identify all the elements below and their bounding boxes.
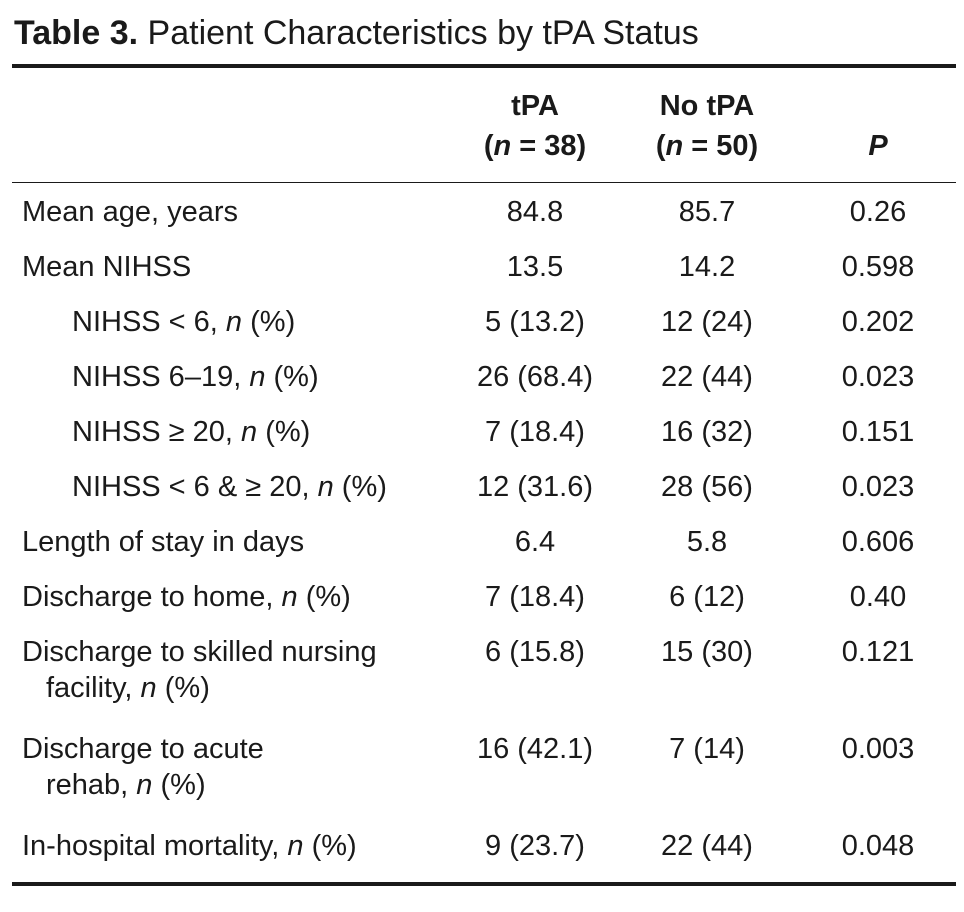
row-label: NIHSS ≥ 20, n (%)	[72, 416, 311, 448]
cell-no-tpa: 5.8	[686, 526, 728, 558]
cell-p: 0.202	[841, 306, 915, 338]
cell-tpa: 6.4	[514, 526, 556, 558]
header-p-label: P	[868, 130, 888, 162]
table-caption: Patient Characteristics by tPA Status	[147, 14, 699, 52]
cell-no-tpa: 6 (12)	[669, 581, 745, 613]
cell-tpa: 84.8	[506, 196, 564, 228]
header-no-tpa: No tPA (n = 50)	[612, 86, 802, 166]
cell-tpa: 7 (18.4)	[485, 581, 585, 613]
cell-p: 0.26	[849, 196, 907, 228]
cell-tpa: 13.5	[506, 251, 564, 283]
row-label: Mean NIHSS	[22, 251, 192, 283]
row-label: Mean age, years	[22, 196, 239, 228]
cell-no-tpa: 22 (44)	[661, 830, 753, 862]
cell-tpa: 12 (31.6)	[476, 471, 594, 503]
cell-tpa: 6 (15.8)	[485, 636, 585, 668]
row-label: Discharge to home, n (%)	[22, 581, 351, 613]
header-no-tpa-line1: No tPA	[659, 90, 755, 122]
cell-no-tpa: 7 (14)	[669, 733, 745, 765]
cell-no-tpa: 15 (30)	[661, 636, 753, 668]
header-tpa-line2: (n = 38)	[483, 130, 587, 162]
cell-p: 0.598	[841, 251, 915, 283]
header-no-tpa-line2: (n = 50)	[655, 130, 759, 162]
row-label: NIHSS 6–19, n (%)	[72, 361, 319, 393]
cell-no-tpa: 12 (24)	[661, 306, 753, 338]
row-label: Discharge to acute rehab, n (%)	[22, 733, 264, 801]
table-title: Table 3. Patient Characteristics by tPA …	[14, 10, 699, 56]
cell-tpa: 9 (23.7)	[485, 830, 585, 862]
cell-p: 0.003	[841, 733, 915, 765]
cell-p: 0.048	[841, 830, 915, 862]
cell-tpa: 5 (13.2)	[485, 306, 585, 338]
cell-no-tpa: 14.2	[678, 251, 736, 283]
header-p: P	[790, 126, 964, 166]
cell-p: 0.40	[849, 581, 907, 613]
table-number: Table 3.	[14, 14, 139, 52]
row-label: Length of stay in days	[22, 526, 305, 558]
cell-tpa: 16 (42.1)	[476, 733, 594, 765]
header-rule	[12, 182, 956, 183]
cell-no-tpa: 16 (32)	[661, 416, 753, 448]
cell-p: 0.023	[841, 471, 915, 503]
cell-tpa: 26 (68.4)	[476, 361, 594, 393]
row-label: In-hospital mortality, n (%)	[22, 830, 357, 862]
cell-p: 0.606	[841, 526, 915, 558]
row-label: Discharge to skilled nursing facility, n…	[22, 636, 377, 704]
cell-p: 0.121	[841, 636, 915, 668]
cell-p: 0.023	[841, 361, 915, 393]
cell-no-tpa: 85.7	[678, 196, 736, 228]
cell-p: 0.151	[841, 416, 915, 448]
row-label: NIHSS < 6 & ≥ 20, n (%)	[72, 471, 387, 503]
cell-no-tpa: 28 (56)	[661, 471, 753, 503]
cell-tpa: 7 (18.4)	[485, 416, 585, 448]
cell-no-tpa: 22 (44)	[661, 361, 753, 393]
top-rule	[12, 64, 956, 68]
bottom-rule	[12, 882, 956, 886]
row-label: NIHSS < 6, n (%)	[72, 306, 296, 338]
header-tpa: tPA (n = 38)	[440, 86, 630, 166]
header-tpa-line1: tPA	[511, 90, 559, 122]
